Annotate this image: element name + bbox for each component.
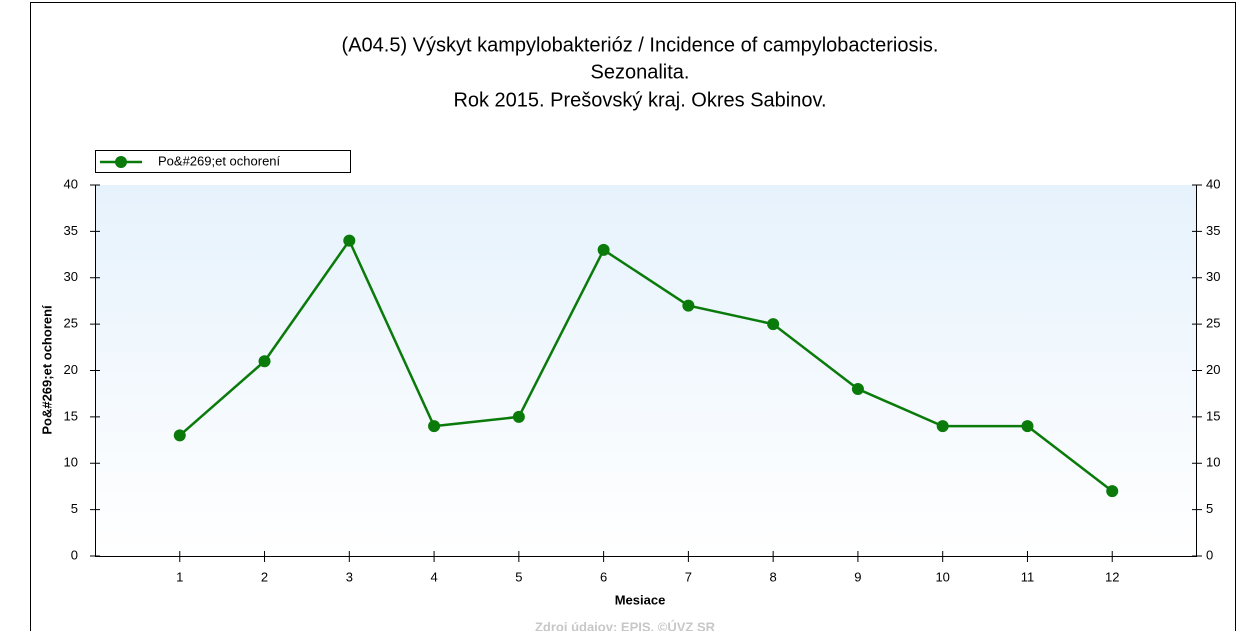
data-point: [767, 318, 780, 331]
x-tick-label: 6: [600, 569, 607, 584]
data-point: [258, 355, 271, 368]
x-tick-label: 9: [854, 569, 861, 584]
y2-tick-label: 40: [1206, 176, 1220, 191]
x-tick-label: 1: [176, 569, 183, 584]
data-point: [597, 243, 610, 256]
y-tick-label: 40: [64, 176, 78, 191]
y-tick-label: 35: [64, 223, 78, 238]
y-tick-label: 30: [64, 269, 78, 284]
data-point: [851, 383, 864, 396]
data-point: [936, 420, 949, 433]
y-tick-label: 5: [71, 501, 78, 516]
y-tick-label: 15: [64, 408, 78, 423]
x-tick-label: 2: [261, 569, 268, 584]
x-tick-label: 10: [935, 569, 949, 584]
y2-tick-label: 25: [1206, 316, 1220, 331]
y-axis-label: Po&#269;et ochorení: [39, 305, 54, 435]
data-line: [178, 238, 1113, 493]
x-axis-label: Mesiace: [615, 592, 666, 607]
y2-tick-label: 35: [1206, 223, 1220, 238]
data-point: [1021, 420, 1034, 433]
data-point: [682, 299, 695, 312]
plot-area: [95, 185, 1197, 556]
data-point: [173, 429, 186, 442]
chart-title: (A04.5) Výskyt kampylobakterióz / Incide…: [342, 34, 939, 56]
y2-tick-label: 0: [1206, 547, 1213, 562]
y2-tick-label: 10: [1206, 455, 1220, 470]
y2-tick-label: 15: [1206, 408, 1220, 423]
x-tick-label: 3: [346, 569, 353, 584]
legend-marker: [115, 156, 127, 168]
data-point: [1106, 485, 1119, 498]
y2-tick-label: 5: [1206, 501, 1213, 516]
y2-tick-label: 30: [1206, 269, 1220, 284]
x-tick-label: 5: [515, 569, 522, 584]
chart-title: Rok 2015. Prešovský kraj. Okres Sabinov.: [453, 89, 826, 111]
chart-title: Sezonalita.: [591, 61, 690, 83]
y-tick-label: 0: [71, 547, 78, 562]
data-point: [343, 234, 356, 247]
y-tick-label: 10: [64, 455, 78, 470]
y2-tick-label: 20: [1206, 362, 1220, 377]
data-point: [428, 420, 441, 433]
legend-label: Po&#269;et ochorení: [158, 153, 281, 168]
x-tick-label: 7: [685, 569, 692, 584]
source: Zdroj údajov: EPIS, ©ÚVZ SR: [535, 619, 716, 631]
y-tick-label: 25: [64, 316, 78, 331]
x-tick-label: 11: [1021, 569, 1035, 584]
data-point: [512, 410, 525, 423]
legend-box: [95, 150, 351, 173]
x-tick-label: 8: [770, 569, 777, 584]
x-tick-label: 12: [1105, 569, 1119, 584]
y-tick-label: 20: [64, 362, 78, 377]
x-tick-label: 4: [430, 569, 437, 584]
